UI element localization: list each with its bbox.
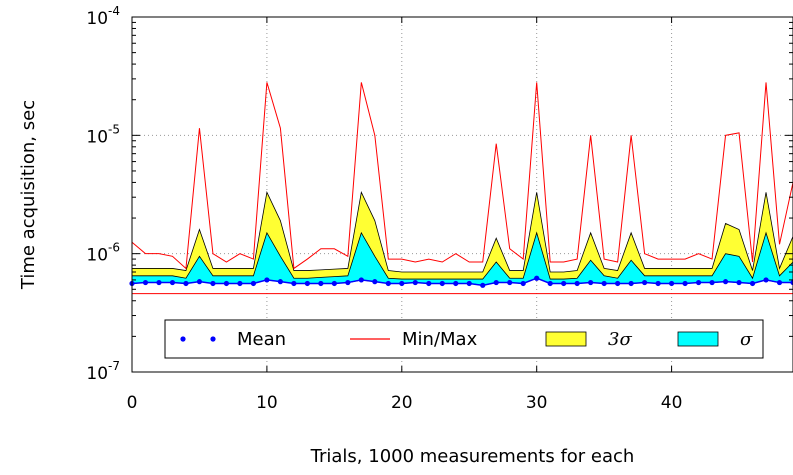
mean-point [439, 280, 445, 287]
mean-point [615, 280, 621, 287]
mean-point [399, 280, 405, 287]
mean-point [682, 280, 688, 287]
mean-point [331, 280, 337, 287]
mean-point [695, 279, 702, 286]
y-tick-label: 10-6 [86, 241, 120, 266]
mean-point [493, 279, 499, 286]
legend-marker-mean [180, 336, 186, 342]
x-tick-label: 10 [256, 393, 278, 413]
mean-point [588, 279, 594, 286]
legend-box [164, 319, 764, 359]
max-line [131, 82, 793, 270]
mean-point [304, 280, 310, 287]
mean-point [520, 280, 526, 287]
x-tick-label: 0 [127, 393, 138, 413]
mean-point [722, 279, 729, 285]
mean-point [385, 280, 391, 287]
mean-point [642, 279, 648, 286]
legend-label: 3σ [608, 329, 632, 350]
legend-marker-mean [210, 336, 216, 342]
mean-point [534, 275, 540, 281]
y-axis-label: Time acquisition, sec [18, 100, 39, 290]
mean-point [277, 279, 283, 285]
legend-label: Mean [237, 329, 286, 350]
mean-point [601, 280, 607, 287]
mean-point [480, 282, 486, 288]
data-points [129, 275, 793, 288]
mean-point [507, 279, 513, 286]
mean-point [547, 280, 553, 287]
mean-point [790, 279, 793, 286]
mean-point [655, 280, 661, 287]
mean-point [156, 279, 162, 286]
x-tick-label: 20 [391, 393, 413, 413]
y-tick-label: 10-5 [86, 122, 120, 147]
mean-point [466, 280, 472, 287]
mean-point [561, 280, 567, 287]
data-lines [131, 82, 793, 295]
mean-point [763, 277, 769, 283]
legend: Mean Min/Max 3σ σ [164, 319, 764, 359]
plot-frame [131, 16, 793, 373]
mean-point [668, 280, 675, 287]
mean-point [574, 280, 580, 287]
legend-swatch [677, 331, 719, 347]
mean-point [210, 280, 216, 287]
mean-point [169, 279, 176, 286]
y-tick-label: 10-4 [86, 4, 120, 29]
mean-point [412, 279, 418, 286]
mean-point [142, 279, 149, 286]
mean-point [776, 279, 783, 286]
mean-point [453, 280, 459, 287]
mean-point [250, 280, 257, 287]
mean-point [345, 279, 351, 286]
x-axis-label: Trials, 1000 measurements for each [310, 446, 635, 467]
mean-point [749, 280, 756, 287]
mean-point [736, 279, 742, 286]
mean-point [291, 280, 297, 287]
mean-point [318, 280, 324, 287]
mean-point [183, 280, 189, 287]
mean-point [709, 279, 715, 286]
mean-point [372, 279, 378, 285]
legend-label: σ [740, 329, 753, 350]
x-tick-label: 40 [661, 393, 683, 413]
y-tick-label: 10-7 [86, 359, 120, 384]
axis-ticks: 0 10 20 30 40 10-7 10-6 10-5 10-4 [86, 4, 793, 413]
x-tick-label: 30 [526, 393, 548, 413]
mean-point [237, 280, 243, 287]
mean-point [223, 280, 230, 287]
mean-point [264, 277, 270, 283]
legend-label: Min/Max [402, 329, 478, 350]
mean-point [426, 280, 432, 287]
legend-swatch [545, 331, 587, 347]
mean-point [358, 277, 364, 283]
mean-point [196, 279, 203, 285]
mean-point [628, 280, 634, 287]
